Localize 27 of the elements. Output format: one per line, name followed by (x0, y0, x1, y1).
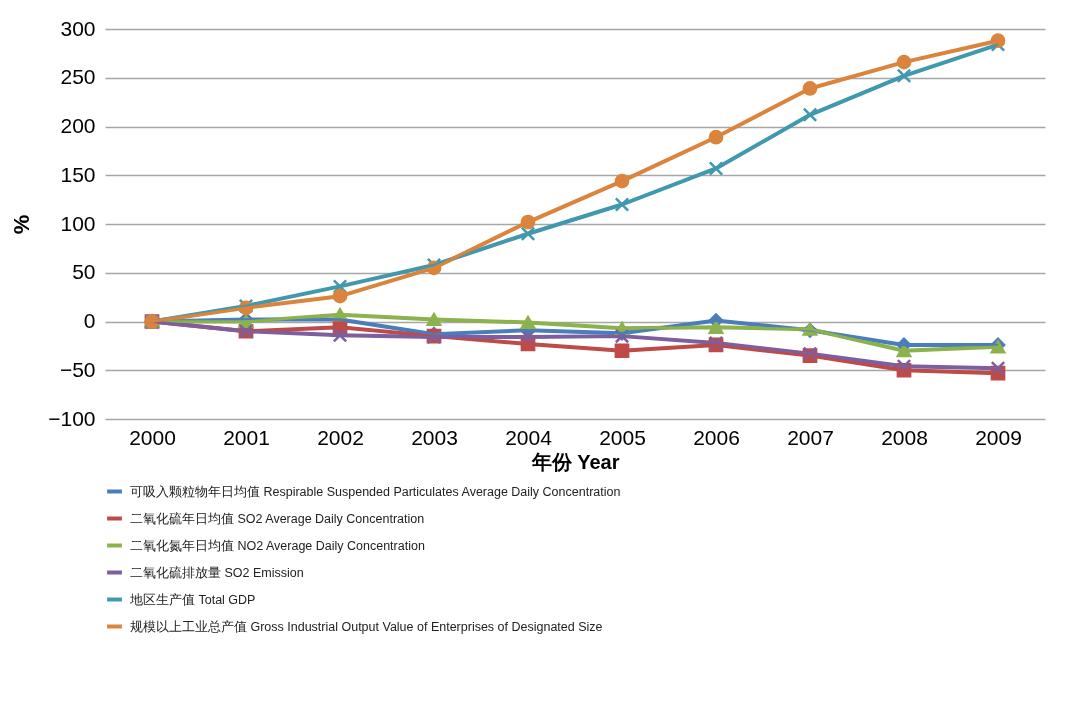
x-axis-title: 年份 Year (530, 450, 620, 473)
y-tick-label: −50 (59, 357, 96, 381)
y-tick-label: 150 (60, 162, 96, 186)
x-tick-label: 2003 (411, 425, 458, 449)
x-tick-label: 2008 (881, 425, 928, 449)
y-axis-title: % (9, 214, 35, 235)
x-tick-label: 2005 (599, 425, 646, 449)
x-tick-label: 2006 (693, 425, 740, 449)
y-tick-label: 300 (60, 16, 96, 40)
legend-label: 可吸入颗粒物年日均值 Respirable Suspended Particulates Average Daily Concentration (130, 484, 621, 499)
y-tick-label: −100 (48, 406, 96, 430)
x-tick-label: 2001 (223, 425, 270, 449)
legend-label: 二氧化硫年日均值 SO2 Average Daily Concentration (130, 511, 425, 526)
legend-label: 规模以上工业总产值 Gross Industrial Output Value of Enterprises of Designated Size (130, 619, 603, 634)
y-tick-label: 250 (60, 65, 96, 89)
x-tick-label: 2000 (129, 425, 176, 449)
y-tick-label: 200 (60, 114, 96, 137)
x-tick-label: 2004 (505, 425, 553, 449)
x-tick-label: 2002 (317, 425, 364, 449)
y-tick-label: 100 (60, 211, 96, 235)
x-tick-label: 2009 (975, 425, 1022, 449)
y-tick-label: 0 (83, 309, 96, 332)
legend-label: 地区生产值 Total GDP (129, 592, 256, 607)
x-tick-label: 2007 (787, 425, 834, 449)
legend-label: 二氧化氮年日均值 NO2 Average Daily Concentration (130, 538, 425, 553)
legend-label: 二氧化硫排放量 SO2 Emission (130, 565, 304, 580)
y-tick-label: 50 (72, 260, 96, 284)
